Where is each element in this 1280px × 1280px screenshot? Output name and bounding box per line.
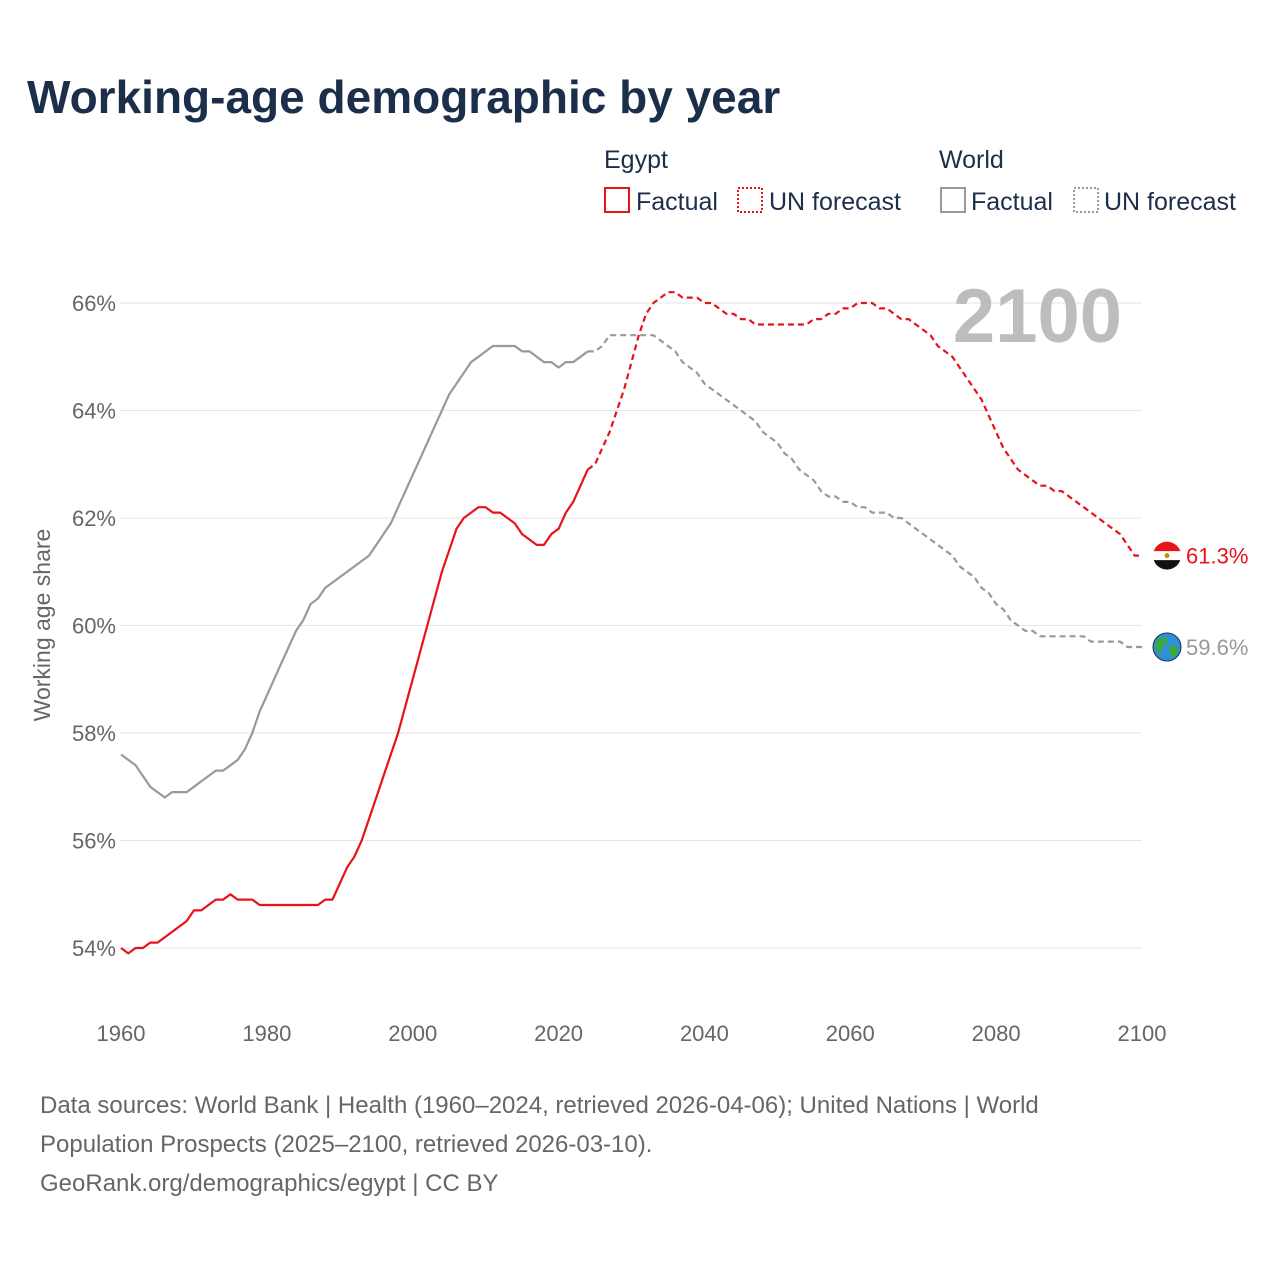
x-tick-label: 1960 (97, 1021, 146, 1046)
x-tick-label: 2040 (680, 1021, 729, 1046)
current-year-label: 2100 (953, 274, 1122, 359)
world-end-value-label: 59.6% (1186, 635, 1248, 660)
egypt-end-marker: 61.3% (1153, 541, 1248, 570)
x-tick-labels: 1960 1980 2000 2020 2040 2060 2080 2100 (97, 1021, 1167, 1046)
legend-label-egypt-forecast: UN forecast (769, 188, 901, 216)
egypt-factual-line (120, 469, 589, 955)
legend: Egypt Factual UN forecast World Factual … (604, 146, 1236, 216)
y-tick-label: 60% (72, 614, 116, 639)
x-tick-label: 1980 (242, 1021, 291, 1046)
y-tick-label: 62% (72, 506, 116, 531)
y-tick-label: 64% (72, 399, 116, 424)
globe-icon (1152, 632, 1182, 662)
y-tick-label: 58% (72, 721, 116, 746)
footer-attribution: GeoRank.org/demographics/egypt | CC BY (40, 1170, 498, 1197)
world-forecast-line (587, 334, 1142, 649)
x-tick-label: 2100 (1118, 1021, 1167, 1046)
y-tick-label: 66% (72, 291, 116, 316)
y-tick-labels: 54% 56% 58% 60% 62% 64% 66% (72, 291, 116, 961)
y-axis-label: Working age share (29, 529, 55, 722)
egypt-flag-icon (1153, 541, 1181, 570)
footer-sources-line-2: Population Prospects (2025–2100, retriev… (40, 1131, 652, 1158)
chart-title: Working-age demographic by year (27, 71, 780, 123)
x-tick-label: 2020 (534, 1021, 583, 1046)
x-tick-label: 2000 (388, 1021, 437, 1046)
series-layer (120, 291, 1142, 955)
legend-group-egypt: Egypt (604, 146, 668, 174)
egypt-forecast-line (587, 291, 1142, 557)
x-tick-label: 2080 (972, 1021, 1021, 1046)
y-tick-label: 54% (72, 936, 116, 961)
legend-swatch-egypt-factual (604, 187, 630, 213)
legend-label-world-factual: Factual (971, 188, 1053, 216)
legend-label-world-forecast: UN forecast (1104, 188, 1236, 216)
world-factual-line (120, 344, 589, 799)
legend-group-world: World (939, 146, 1004, 174)
egypt-end-value-label: 61.3% (1186, 544, 1248, 569)
x-tick-label: 2060 (826, 1021, 875, 1046)
legend-swatch-egypt-forecast (737, 187, 763, 213)
legend-swatch-world-forecast (1073, 187, 1099, 213)
y-tick-label: 56% (72, 829, 116, 854)
gridlines (120, 302, 1142, 949)
footer-sources-line-1: Data sources: World Bank | Health (1960–… (40, 1092, 1039, 1119)
legend-label-egypt-factual: Factual (636, 188, 718, 216)
legend-swatch-world-factual (940, 187, 966, 213)
world-end-marker: 59.6% (1152, 632, 1248, 662)
